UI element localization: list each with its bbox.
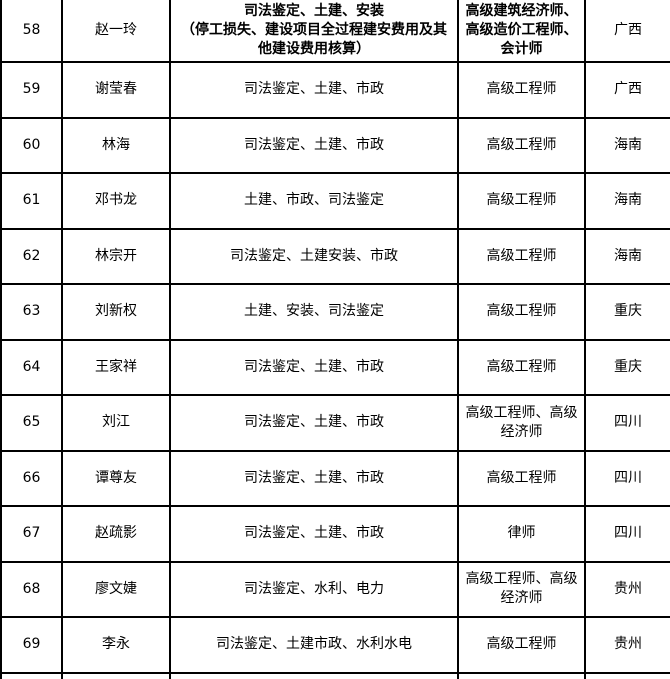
title-cell: 高级工程师 xyxy=(457,172,586,230)
province-cell: 海南 xyxy=(584,172,670,230)
specialty-cell: 司法鉴定、水利、电力 xyxy=(169,560,459,618)
specialty-cell: 司法鉴定、土建、市政 xyxy=(169,116,459,174)
table-row: 61 邓书龙 土建、市政、司法鉴定 高级工程师 海南 xyxy=(0,172,670,230)
name-cell: 赵一玲 xyxy=(61,0,171,63)
table-row: 58 赵一玲 司法鉴定、土建、安装 （停工损失、建设项目全过程建安费用及其他建设… xyxy=(0,0,670,63)
name-cell: 刘江 xyxy=(61,394,171,452)
title-cell: 高级工程师 xyxy=(457,116,586,174)
row-number-cell: 67 xyxy=(0,505,63,563)
row-number-cell: 58 xyxy=(0,0,63,63)
row-number-cell: 64 xyxy=(0,338,63,396)
title-cell: 高级工程师、高级经济师 xyxy=(457,394,586,452)
table-row: 65 刘江 司法鉴定、土建、市政 高级工程师、高级经济师 四川 xyxy=(0,394,670,452)
title-cell: 高级工程师 xyxy=(457,283,586,341)
title-cell: 高级建筑经济师、高级造价工程师、会计师 xyxy=(457,0,586,63)
province-cell: 广西 xyxy=(584,0,670,63)
title-cell: 高级工程师、高级经济师 xyxy=(457,560,586,618)
row-number-cell: 69 xyxy=(0,616,63,674)
row-number-cell: 65 xyxy=(0,394,63,452)
table-row: 69 李永 司法鉴定、土建市政、水利水电 高级工程师 贵州 xyxy=(0,616,670,674)
province-cell: 海南 xyxy=(584,116,670,174)
name-cell xyxy=(61,671,171,679)
name-cell: 王家祥 xyxy=(61,338,171,396)
name-cell: 邓书龙 xyxy=(61,172,171,230)
title-cell xyxy=(457,671,586,679)
province-cell: 贵州 xyxy=(584,560,670,618)
row-number-cell: 63 xyxy=(0,283,63,341)
province-cell: 四川 xyxy=(584,449,670,507)
specialty-cell: 司法鉴定、土建安装、市政 xyxy=(169,227,459,285)
specialty-cell: 司法鉴定、土建、市政 xyxy=(169,338,459,396)
name-cell: 廖文婕 xyxy=(61,560,171,618)
specialty-cell xyxy=(169,671,459,679)
specialty-cell: 司法鉴定、土建、市政 xyxy=(169,394,459,452)
specialty-main: 司法鉴定、土建、安装 xyxy=(244,3,384,19)
title-cell: 高级工程师 xyxy=(457,616,586,674)
province-cell: 贵州 xyxy=(584,616,670,674)
row-number-cell: 62 xyxy=(0,227,63,285)
specialty-cell: 司法鉴定、土建、市政 xyxy=(169,449,459,507)
title-cell: 高级工程师 xyxy=(457,227,586,285)
table-row: 60 林海 司法鉴定、土建、市政 高级工程师 海南 xyxy=(0,116,670,174)
province-cell: 四川 xyxy=(584,394,670,452)
table-row: 63 刘新权 土建、安装、司法鉴定 高级工程师 重庆 xyxy=(0,283,670,341)
row-number-cell: 66 xyxy=(0,449,63,507)
specialty-note: （停工损失、建设项目全过程建安费用及其他建设费用核算） xyxy=(181,22,447,57)
row-number-cell: 68 xyxy=(0,560,63,618)
table-row-partial xyxy=(0,671,670,679)
name-cell: 赵疏影 xyxy=(61,505,171,563)
table-row: 66 谭尊友 司法鉴定、土建、市政 高级工程师 四川 xyxy=(0,449,670,507)
specialty-cell: 司法鉴定、土建、市政 xyxy=(169,505,459,563)
table-row: 62 林宗开 司法鉴定、土建安装、市政 高级工程师 海南 xyxy=(0,227,670,285)
name-cell: 刘新权 xyxy=(61,283,171,341)
table-row: 67 赵疏影 司法鉴定、土建、市政 律师 四川 xyxy=(0,505,670,563)
title-cell: 高级工程师 xyxy=(457,338,586,396)
province-cell: 四川 xyxy=(584,505,670,563)
province-cell: 海南 xyxy=(584,227,670,285)
province-cell: 重庆 xyxy=(584,283,670,341)
name-cell: 谢莹春 xyxy=(61,61,171,119)
row-number-cell xyxy=(0,671,63,679)
name-cell: 李永 xyxy=(61,616,171,674)
row-number-cell: 59 xyxy=(0,61,63,119)
table-row: 64 王家祥 司法鉴定、土建、市政 高级工程师 重庆 xyxy=(0,338,670,396)
province-cell: 重庆 xyxy=(584,338,670,396)
title-cell: 高级工程师 xyxy=(457,449,586,507)
table-row: 59 谢莹春 司法鉴定、土建、市政 高级工程师 广西 xyxy=(0,61,670,119)
specialty-cell: 司法鉴定、土建、市政 xyxy=(169,61,459,119)
title-cell: 律师 xyxy=(457,505,586,563)
province-cell xyxy=(584,671,670,679)
name-cell: 谭尊友 xyxy=(61,449,171,507)
title-cell: 高级工程师 xyxy=(457,61,586,119)
province-cell: 广西 xyxy=(584,61,670,119)
specialty-cell: 土建、市政、司法鉴定 xyxy=(169,172,459,230)
specialty-cell: 司法鉴定、土建、安装 （停工损失、建设项目全过程建安费用及其他建设费用核算） xyxy=(169,0,459,63)
name-cell: 林宗开 xyxy=(61,227,171,285)
specialty-cell: 土建、安装、司法鉴定 xyxy=(169,283,459,341)
name-cell: 林海 xyxy=(61,116,171,174)
row-number-cell: 61 xyxy=(0,172,63,230)
table-row: 68 廖文婕 司法鉴定、水利、电力 高级工程师、高级经济师 贵州 xyxy=(0,560,670,618)
row-number-cell: 60 xyxy=(0,116,63,174)
specialty-cell: 司法鉴定、土建市政、水利水电 xyxy=(169,616,459,674)
